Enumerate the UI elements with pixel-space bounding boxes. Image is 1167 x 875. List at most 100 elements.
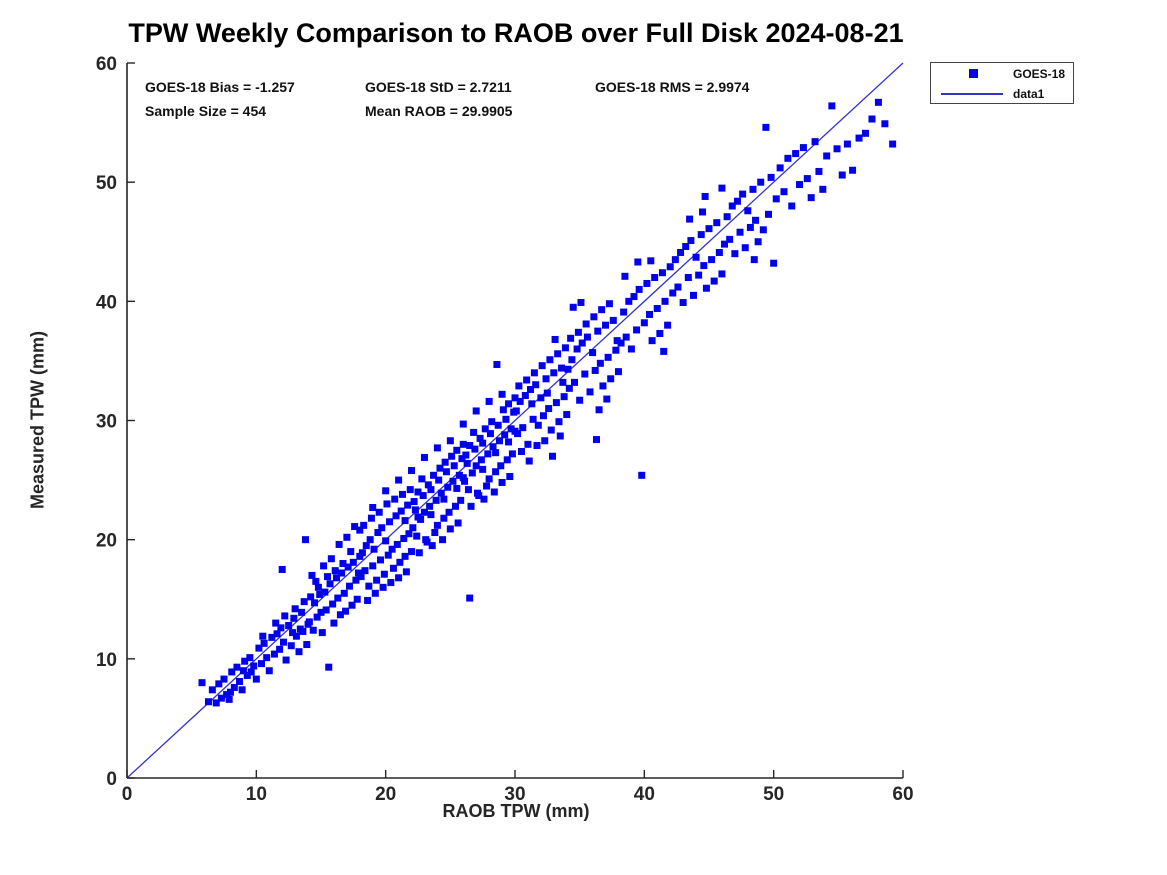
scatter-point [660, 347, 668, 355]
scatter-point [424, 481, 432, 489]
scatter-point [874, 98, 882, 106]
scatter-point [352, 576, 360, 584]
scatter-point [828, 102, 836, 110]
scatter-point [331, 567, 339, 575]
legend-marker-square-icon [969, 69, 978, 78]
scatter-point [542, 375, 550, 383]
scatter-point [392, 512, 400, 520]
scatter-point [446, 437, 454, 445]
scatter-point [454, 519, 462, 527]
scatter-point [475, 492, 483, 500]
scatter-point [477, 456, 485, 464]
scatter-point [432, 496, 440, 504]
scatter-point [273, 630, 281, 638]
scatter-point [217, 694, 225, 702]
scatter-point [534, 421, 542, 429]
scatter-point [749, 185, 757, 193]
scatter-point [448, 452, 456, 460]
scatter-point [605, 300, 613, 308]
scatter-point [378, 524, 386, 532]
stat-std: GOES-18 StD = 2.7211 [365, 79, 512, 95]
scatter-point [483, 482, 491, 490]
scatter-point [476, 434, 484, 442]
scatter-point [347, 548, 355, 556]
scatter-point [554, 350, 562, 358]
scatter-point [395, 476, 403, 484]
scatter-point [426, 502, 434, 510]
x-tick-label: 20 [375, 784, 396, 805]
scatter-point [567, 334, 575, 342]
scatter-point [757, 178, 765, 186]
scatter-point [472, 462, 480, 470]
scatter-point [658, 269, 666, 277]
scatter-point [559, 378, 567, 386]
scatter-point [664, 321, 672, 329]
scatter-point [313, 613, 321, 621]
scatter-point [481, 425, 489, 433]
scatter-point [467, 502, 475, 510]
scatter-point [409, 524, 417, 532]
scatter-point [564, 365, 572, 373]
scatter-point [519, 424, 527, 432]
scatter-point [811, 138, 819, 146]
scatter-point [700, 262, 708, 270]
scatter-point [320, 562, 328, 570]
scatter-point [523, 376, 531, 384]
scatter-point [239, 667, 247, 675]
scatter-point [287, 642, 295, 650]
x-tick-label: 30 [504, 784, 525, 805]
scatter-point [453, 446, 461, 454]
scatter-point [594, 327, 602, 335]
scatter-point [525, 457, 533, 465]
scatter-point [508, 450, 516, 458]
scatter-point [349, 558, 357, 566]
scatter-point [314, 583, 322, 591]
scatter-point [485, 397, 493, 405]
y-tick-label: 20 [96, 531, 117, 552]
scatter-point [550, 369, 558, 377]
scatter-point [555, 418, 563, 426]
scatter-point [666, 263, 674, 271]
x-tick-label: 0 [122, 784, 133, 805]
scatter-point [697, 231, 705, 239]
scatter-point [282, 656, 290, 664]
scatter-point [382, 487, 390, 495]
scatter-point [643, 279, 651, 287]
scatter-point [472, 407, 480, 415]
scatter-point [699, 208, 707, 216]
stat-mean-raob: Mean RAOB = 29.9905 [365, 103, 513, 119]
scatter-point [687, 237, 695, 245]
scatter-point [414, 488, 422, 496]
scatter-point [498, 390, 506, 398]
scatter-point [627, 345, 635, 353]
scatter-point [695, 271, 703, 279]
scatter-point [780, 188, 788, 196]
scatter-point [583, 333, 591, 341]
scatter-point [759, 226, 767, 234]
scatter-point [612, 346, 620, 354]
scatter-point [373, 576, 381, 584]
scatter-point [292, 632, 300, 640]
scatter-point [754, 238, 762, 246]
scatter-point [453, 484, 461, 492]
scatter-point [815, 167, 823, 175]
scatter-point [843, 140, 851, 148]
scatter-point [651, 274, 659, 281]
scatter-point [212, 699, 220, 707]
legend-entry-goes18: GOES-18 [931, 63, 1073, 83]
scatter-point [552, 399, 560, 407]
scatter-point [713, 219, 721, 227]
legend-entry-data1: data1 [931, 83, 1073, 103]
scatter-point [369, 503, 377, 511]
scatter-point [449, 477, 457, 485]
scatter-point [485, 475, 493, 483]
scatter-point [419, 492, 427, 500]
scatter-point [495, 437, 503, 445]
scatter-point [546, 356, 554, 364]
scatter-point [595, 406, 603, 414]
scatter-point [653, 304, 661, 312]
x-tick-label: 60 [892, 784, 913, 805]
scatter-point [752, 216, 760, 224]
scatter-point [353, 595, 361, 603]
